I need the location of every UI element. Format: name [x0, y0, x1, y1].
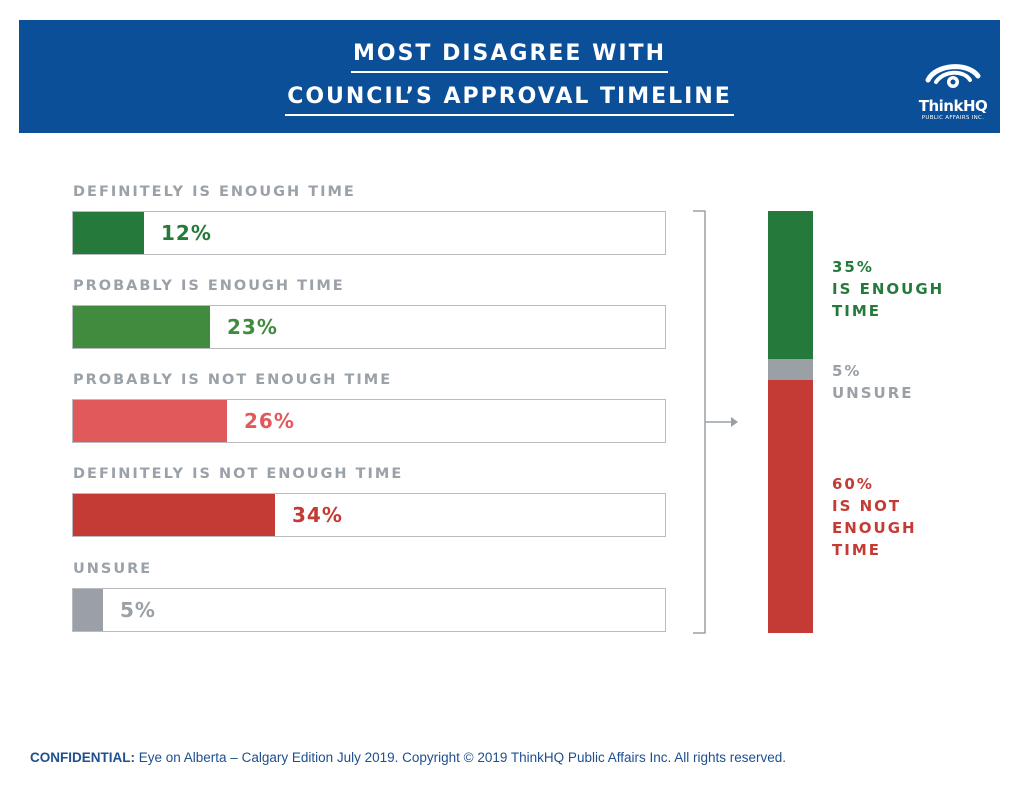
- arrow-right-icon: [731, 417, 738, 427]
- bar: [73, 400, 227, 442]
- bar-value-label: 26%: [244, 409, 295, 433]
- logo-wordmark: ThinkHQ: [918, 97, 988, 115]
- stack-segment: [768, 380, 813, 633]
- summary-label: 5% UNSURE: [832, 362, 914, 402]
- logo-subtitle: PUBLIC AFFAIRS INC.: [921, 115, 985, 121]
- summary-label: 60% IS NOT ENOUGH TIME: [832, 475, 917, 559]
- bar: [73, 306, 210, 348]
- category-label: DEFINITELY IS ENOUGH TIME: [73, 184, 356, 200]
- category-label: PROBABLY IS NOT ENOUGH TIME: [73, 372, 393, 388]
- page-title-line-1: MOST DISAGREE WITH: [19, 40, 1000, 73]
- bar: [73, 589, 103, 631]
- stacked-summary-bar: [768, 211, 813, 633]
- bar: [73, 494, 275, 536]
- thinkhq-logo: ThinkHQ PUBLIC AFFAIRS INC.: [907, 58, 999, 122]
- bar-track: 5%: [72, 588, 666, 632]
- footer-text: Eye on Alberta – Calgary Edition July 20…: [135, 750, 787, 765]
- bar: [73, 212, 144, 254]
- bar-value-label: 12%: [161, 221, 212, 245]
- category-label: UNSURE: [73, 561, 153, 577]
- category-label: DEFINITELY IS NOT ENOUGH TIME: [73, 466, 404, 482]
- stack-segment: [768, 359, 813, 380]
- header-banner: MOST DISAGREE WITH COUNCIL’S APPROVAL TI…: [19, 20, 1000, 133]
- footer-note: CONFIDENTIAL: Eye on Alberta – Calgary E…: [30, 750, 786, 765]
- bar-value-label: 5%: [120, 598, 156, 622]
- bar-track: 23%: [72, 305, 666, 349]
- summary-label: 35% IS ENOUGH TIME: [832, 258, 945, 320]
- footer-confidential: CONFIDENTIAL:: [30, 750, 135, 765]
- bar-value-label: 34%: [292, 503, 343, 527]
- stack-segment: [768, 211, 813, 359]
- bar-value-label: 23%: [227, 315, 278, 339]
- bar-track: 34%: [72, 493, 666, 537]
- category-label: PROBABLY IS ENOUGH TIME: [73, 278, 345, 294]
- page-title-line-2: COUNCIL’S APPROVAL TIMELINE: [19, 83, 1000, 116]
- bar-track: 26%: [72, 399, 666, 443]
- bar-track: 12%: [72, 211, 666, 255]
- eye-logo-icon: [925, 64, 981, 88]
